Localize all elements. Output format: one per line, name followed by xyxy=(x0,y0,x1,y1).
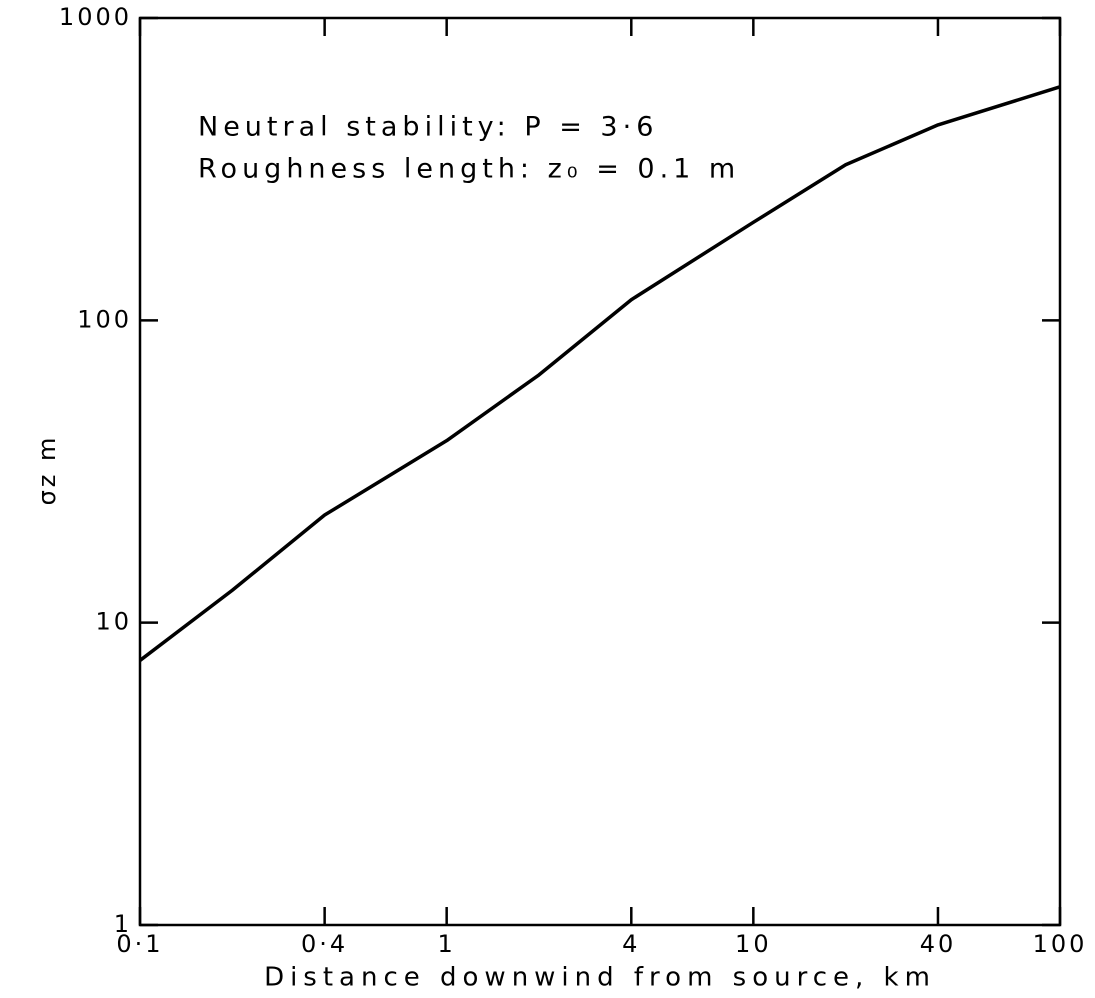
annotation: Roughness length: z₀ = 0.1 m xyxy=(198,154,740,185)
plot-frame xyxy=(138,16,1062,927)
x-tick-label: 10 xyxy=(735,930,772,958)
x-tick-label: 40 xyxy=(920,930,957,958)
x-tick-label: 0·4 xyxy=(301,930,348,958)
y-tick-label: 100 xyxy=(77,305,132,333)
x-axis-label: Distance downwind from source, km xyxy=(264,963,936,993)
x-tick-label: 0·1 xyxy=(116,930,163,958)
y-tick-label: 1 xyxy=(114,910,132,938)
y-tick-label: 1000 xyxy=(59,3,132,31)
data-line xyxy=(138,85,1061,662)
x-tick-label: 1 xyxy=(438,930,456,958)
x-tick-label: 100 xyxy=(1033,930,1088,958)
y-axis-label: σz m xyxy=(33,435,61,506)
x-tick-label: 4 xyxy=(622,930,640,958)
y-tick-label: 10 xyxy=(95,608,132,636)
annotation: Neutral stability: P = 3·6 xyxy=(198,112,658,143)
